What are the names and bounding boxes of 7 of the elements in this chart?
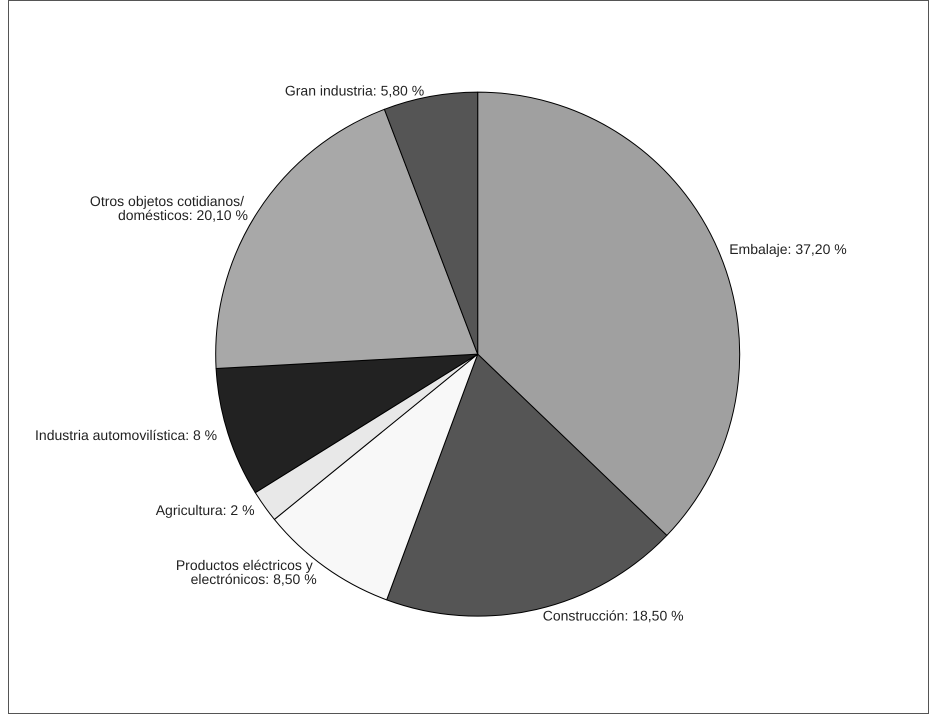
slice-label: Agricultura: 2 % bbox=[156, 502, 255, 518]
slice-label: Embalaje: 37,20 % bbox=[729, 240, 847, 257]
slice-label: Productos eléctricos y electrónicos: 8,50 % bbox=[176, 557, 317, 588]
slice-label: Otros objetos cotidianos/ domésticos: 20,10 % bbox=[90, 193, 248, 224]
slice-label: Industria automovilística: 8 % bbox=[35, 426, 218, 443]
slice-label: Construcción: 18,50 % bbox=[542, 607, 684, 624]
slice-label: Gran industria: 5,80 % bbox=[284, 82, 424, 99]
